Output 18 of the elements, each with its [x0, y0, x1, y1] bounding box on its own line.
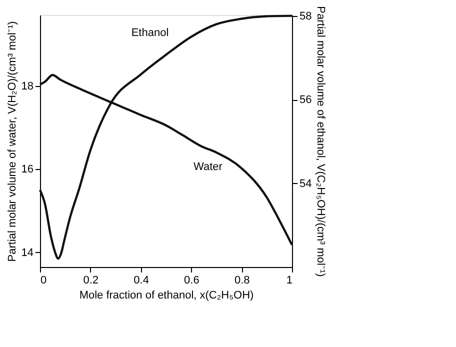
x-axis-title: Mole fraction of ethanol, x(C₂H₅OH) [79, 290, 254, 302]
x-tick-label: 0.8 [234, 274, 250, 286]
x-tick-label: 0.2 [83, 274, 99, 286]
y-axis-title: Partial molar volume of water, V(H₂O)/(cm³ mol⁻¹) [6, 21, 18, 262]
x-tick-label: 0.6 [184, 274, 200, 286]
y2-axis-title: Partial molar volume of ethanol, V(C₂H₅OH)/(cm³ mol⁻¹) [314, 6, 327, 277]
y-tick-label: 16 [21, 164, 34, 176]
line-series [38, 14, 294, 260]
y-tick-label: 14 [21, 246, 34, 259]
x-tick-label: 0 [40, 274, 47, 286]
y2-tick-label: 56 [300, 94, 312, 106]
y2-tick-label: 54 [300, 178, 312, 190]
y-tick-label: 18 [21, 80, 34, 92]
y2-tick-label: 58 [300, 10, 312, 22]
annotation: Ethanol [131, 27, 169, 39]
x-tick-label: 1 [286, 274, 292, 286]
x-tick-label: 0.4 [134, 274, 149, 286]
annotation: Water [194, 161, 223, 173]
